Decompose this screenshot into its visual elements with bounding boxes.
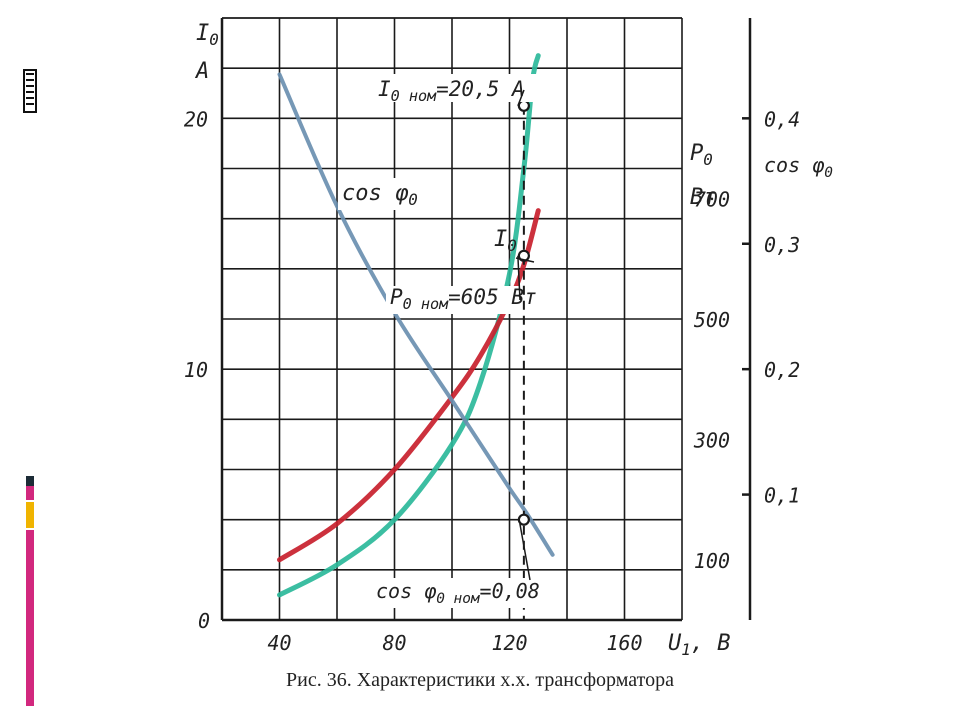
p0-curve: [277, 208, 541, 563]
y-tick-label-cos: 0,3: [764, 233, 800, 257]
x-tick-label: 160: [606, 631, 642, 655]
i0-label-leader: [515, 257, 535, 263]
x-tick-label: 80: [382, 631, 406, 655]
y-axis-title-cos: cos φ0: [764, 153, 833, 181]
y-tick-label-current: 10: [184, 358, 208, 382]
cos-nominal-annotation: cos φ0 ном=0,08: [376, 579, 540, 607]
x-tick-label: 40: [267, 631, 291, 655]
cos-phi-series-label: cos φ0: [342, 181, 418, 209]
x-axis-title: U1, В: [668, 631, 731, 659]
y-tick-label-power: 700: [694, 188, 730, 212]
cos-annotation-leader: [519, 523, 531, 581]
deco-bar-magenta-2: [26, 530, 34, 706]
i0-series-label: I0: [494, 227, 517, 255]
y-tick-label-power: 300: [693, 428, 730, 452]
i0-annotation-leader: [517, 89, 525, 107]
cos-phi-axis: 0,1 0,2 0,3 0,4 cos φ0: [742, 18, 833, 620]
power-axis: 100 300 500 700 P0 Вт: [690, 141, 730, 573]
y-tick-label-power: 500: [694, 308, 730, 332]
x-tick-label: 120: [491, 631, 527, 655]
y-tick-label-cos: 0,1: [764, 484, 800, 508]
y-axis-title-current: I0: [196, 21, 219, 49]
p0-annotation-leader: [517, 255, 521, 301]
cos-nominal-marker: [517, 513, 530, 526]
y-axis-unit-current: А: [194, 59, 209, 84]
i0-nominal-marker: [517, 99, 530, 112]
chart-labels: 0 10 20 I0 А 40 80 120 160 U1, В I0 ном=20,5 А P0 н…: [184, 21, 731, 659]
y-tick-label-zero: 0: [198, 609, 210, 633]
p0-nominal-annotation: P0 ном=605 Вт: [390, 285, 537, 313]
deco-bar-magenta-1: [26, 486, 34, 500]
annotation-background: [338, 178, 424, 210]
deco-bar-dark-top: [26, 476, 34, 486]
y-tick-label-cos: 0,4: [764, 107, 800, 131]
y-axis-title-power: P0: [690, 141, 713, 169]
chart-grid: [220, 17, 683, 622]
y-tick-label-cos: 0,2: [764, 358, 800, 382]
cos-phi-curve: [277, 72, 555, 557]
side-decoration: [23, 69, 37, 706]
i0-nominal-annotation: I0 ном=20,5 А: [378, 77, 525, 105]
annotation-background: [372, 74, 548, 102]
figure-caption: Рис. 36. Характеристики х.х. трансформат…: [286, 669, 674, 691]
y-axis-unit-power: Вт: [690, 185, 717, 210]
chart-series: [277, 53, 555, 598]
deco-bar-yellow: [26, 502, 34, 528]
p0-nominal-marker: [517, 249, 530, 262]
annotation-background: [386, 286, 520, 314]
y-tick-label-power: 100: [694, 549, 730, 573]
y-tick-label-current: 20: [184, 107, 208, 131]
annotation-background: [372, 578, 538, 608]
i0-curve: [277, 53, 541, 598]
